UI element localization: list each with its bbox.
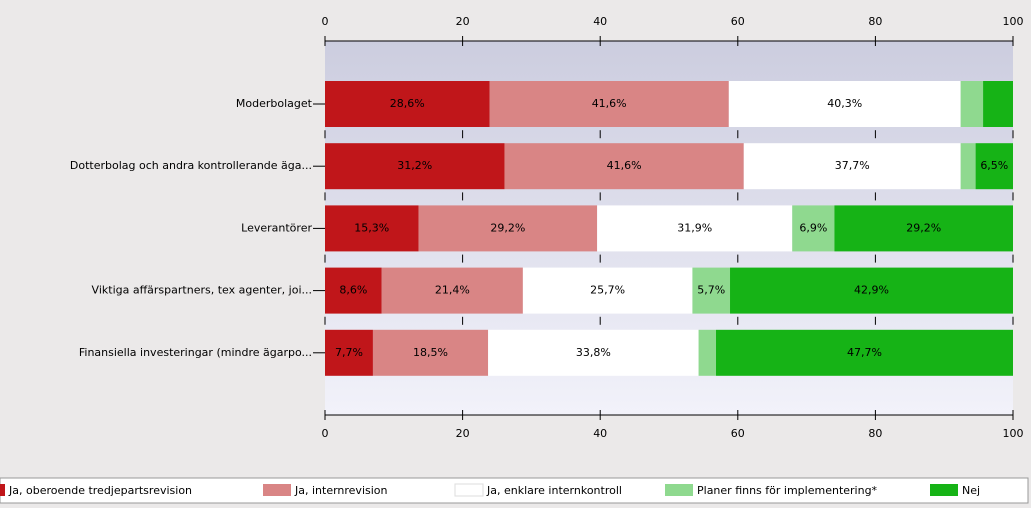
bar-segment xyxy=(730,267,1013,314)
x-tick-label: 0 xyxy=(322,15,329,28)
x-tick-label: 40 xyxy=(593,15,607,28)
bar-segment xyxy=(325,143,505,190)
data-label: 21,4% xyxy=(435,284,470,297)
bar-segment xyxy=(743,143,961,190)
legend-box xyxy=(0,477,1029,504)
bar-segment xyxy=(960,143,976,190)
legend-label: Ja, oberoende tredjepartsrevision xyxy=(8,484,192,497)
data-label: 7,7% xyxy=(335,346,363,359)
data-label: 5,7% xyxy=(697,284,725,297)
legend-label: Ja, internrevision xyxy=(294,484,388,497)
x-tick-label: 80 xyxy=(868,427,882,440)
data-label: 6,9% xyxy=(799,221,827,234)
x-tick-label: 20 xyxy=(456,15,470,28)
data-label: 28,6% xyxy=(390,97,425,110)
bar-segment xyxy=(692,267,731,314)
legend-swatch xyxy=(0,484,5,496)
bar-segment xyxy=(597,205,793,252)
x-tick-label: 60 xyxy=(731,15,745,28)
x-tick-label: 0 xyxy=(322,427,329,440)
data-label: 29,2% xyxy=(906,221,941,234)
data-label: 41,6% xyxy=(607,159,642,172)
legend-swatch xyxy=(665,484,693,496)
bar-segment xyxy=(960,81,984,127)
bar-segment xyxy=(325,81,490,127)
data-label: 25,7% xyxy=(590,284,625,297)
data-label: 15,3% xyxy=(354,221,389,234)
x-tick-label: 100 xyxy=(1003,427,1024,440)
legend-swatch xyxy=(930,484,958,496)
bar-segment xyxy=(834,205,1013,252)
x-tick-label: 80 xyxy=(868,15,882,28)
legend-label: Ja, enklare internkontroll xyxy=(486,484,622,497)
data-label: 18,5% xyxy=(413,346,448,359)
bar-segment xyxy=(792,205,835,252)
bar-segment xyxy=(372,329,489,376)
category-label: Moderbolaget xyxy=(236,97,313,110)
bar-segment xyxy=(381,267,523,314)
data-label: 41,6% xyxy=(592,97,627,110)
bar-segment xyxy=(698,329,717,376)
category-label: Finansiella investeringar (mindre ägarpo… xyxy=(79,346,312,359)
bar-segment xyxy=(325,267,382,314)
bar-segment xyxy=(716,329,1013,376)
bar-segment xyxy=(325,329,373,376)
bar-segment xyxy=(489,81,729,127)
legend-swatch xyxy=(454,483,484,497)
data-label: 42,9% xyxy=(854,284,889,297)
data-label: 31,9% xyxy=(677,221,712,234)
legend-swatch xyxy=(263,484,291,496)
x-tick-label: 60 xyxy=(731,427,745,440)
bar-segment xyxy=(983,81,1013,127)
bar-segment xyxy=(522,267,693,314)
data-label: 6,5% xyxy=(980,159,1008,172)
category-label: Dotterbolag och andra kontrollerande äga… xyxy=(70,159,312,172)
bar-segment xyxy=(325,205,419,252)
data-label: 31,2% xyxy=(397,159,432,172)
category-label: Leverantörer xyxy=(241,221,312,234)
bar-segment xyxy=(418,205,598,252)
bar-segment xyxy=(728,81,961,127)
bar-segment xyxy=(488,329,699,376)
category-label: Viktiga affärspartners, tex agenter, joi… xyxy=(92,284,312,297)
bar-segment xyxy=(504,143,744,190)
legend-label: Planer finns för implementering* xyxy=(697,484,878,497)
data-label: 29,2% xyxy=(490,221,525,234)
data-label: 47,7% xyxy=(847,346,882,359)
data-label: 33,8% xyxy=(576,346,611,359)
x-tick-label: 100 xyxy=(1003,15,1024,28)
x-tick-label: 20 xyxy=(456,427,470,440)
bar-segment xyxy=(975,143,1013,190)
legend-label: Nej xyxy=(962,484,980,497)
data-label: 40,3% xyxy=(827,97,862,110)
data-label: 8,6% xyxy=(339,284,367,297)
data-label: 37,7% xyxy=(835,159,870,172)
x-tick-label: 40 xyxy=(593,427,607,440)
